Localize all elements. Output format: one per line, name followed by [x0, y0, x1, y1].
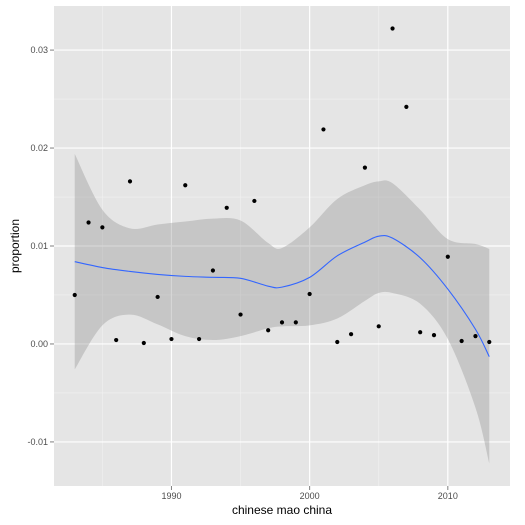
data-point: [418, 330, 423, 335]
data-point: [473, 334, 478, 339]
grid: [54, 6, 510, 486]
data-point: [196, 336, 202, 342]
data-point: [224, 205, 229, 210]
smooth-line-layer: [74, 235, 490, 357]
confidence-ribbon: [74, 153, 490, 464]
data-point: [86, 220, 91, 225]
data-point: [376, 324, 381, 329]
y-tick-label: -0.01: [27, 437, 48, 447]
x-tick-label: 2000: [300, 491, 320, 501]
data-point: [459, 338, 464, 344]
y-axis-title: proportion: [8, 219, 22, 273]
data-point: [321, 127, 326, 132]
x-tick-label: 2010: [438, 491, 458, 501]
data-point: [404, 104, 409, 109]
x-axis: 1990 2000 2010: [161, 486, 458, 501]
data-point: [127, 179, 133, 184]
data-point: [390, 26, 395, 31]
points-layer: [72, 26, 492, 346]
data-point: [307, 291, 312, 297]
data-point: [279, 320, 285, 325]
data-point: [252, 198, 257, 204]
y-axis: -0.01 0.00 0.01 0.02 0.03: [27, 45, 54, 447]
confidence-ribbon-layer: [74, 153, 490, 464]
y-tick-label: 0.03: [30, 45, 48, 55]
smooth-line: [74, 235, 490, 357]
data-point: [362, 165, 368, 170]
x-tick-label: 1990: [161, 491, 181, 501]
y-tick-label: 0.00: [30, 339, 48, 349]
data-point: [141, 340, 146, 346]
data-point: [238, 312, 243, 317]
y-tick-label: 0.01: [30, 241, 48, 251]
data-point: [266, 328, 271, 333]
data-point: [293, 320, 298, 325]
data-point: [210, 268, 216, 273]
data-point: [445, 254, 450, 259]
y-tick-label: 0.02: [30, 143, 48, 153]
x-axis-title: chinese mao china: [232, 503, 332, 517]
data-point: [114, 337, 119, 343]
data-point: [348, 332, 354, 337]
data-point: [335, 339, 340, 345]
data-point: [431, 333, 437, 338]
data-point: [169, 336, 174, 342]
data-point: [100, 225, 105, 230]
data-point: [183, 183, 188, 188]
data-point: [155, 294, 160, 300]
data-point: [72, 292, 77, 298]
data-point: [487, 339, 492, 345]
